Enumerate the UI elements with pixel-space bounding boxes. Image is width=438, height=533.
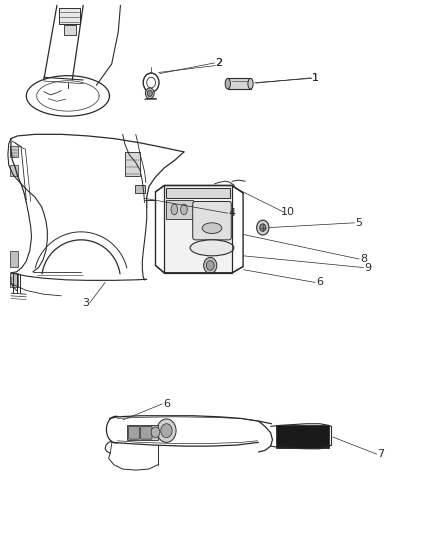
- Circle shape: [206, 261, 214, 270]
- Circle shape: [157, 419, 176, 442]
- FancyBboxPatch shape: [127, 425, 158, 440]
- Text: 2: 2: [215, 58, 223, 68]
- FancyBboxPatch shape: [128, 426, 140, 439]
- Circle shape: [147, 90, 152, 96]
- Text: 1: 1: [312, 73, 319, 83]
- Ellipse shape: [202, 223, 222, 233]
- Circle shape: [257, 220, 269, 235]
- Text: 3: 3: [82, 298, 89, 308]
- Text: 2: 2: [215, 58, 223, 68]
- Text: 1: 1: [312, 73, 319, 83]
- FancyBboxPatch shape: [228, 78, 251, 89]
- FancyBboxPatch shape: [59, 8, 80, 24]
- FancyBboxPatch shape: [10, 165, 18, 176]
- FancyBboxPatch shape: [10, 146, 18, 157]
- FancyBboxPatch shape: [164, 185, 232, 273]
- FancyBboxPatch shape: [64, 25, 76, 35]
- FancyBboxPatch shape: [141, 426, 152, 439]
- Ellipse shape: [248, 78, 253, 89]
- Circle shape: [151, 427, 160, 438]
- FancyBboxPatch shape: [166, 188, 230, 198]
- Text: 9: 9: [364, 263, 371, 272]
- Text: 10: 10: [281, 207, 295, 217]
- Circle shape: [204, 257, 217, 273]
- FancyBboxPatch shape: [276, 425, 329, 448]
- Text: 6: 6: [316, 278, 323, 287]
- FancyBboxPatch shape: [10, 251, 18, 266]
- FancyBboxPatch shape: [166, 200, 193, 219]
- Ellipse shape: [171, 204, 178, 215]
- Text: 6: 6: [163, 399, 170, 409]
- Circle shape: [260, 224, 266, 231]
- Circle shape: [145, 88, 154, 99]
- Ellipse shape: [190, 240, 234, 256]
- Text: 4: 4: [229, 208, 236, 218]
- Circle shape: [161, 424, 172, 438]
- FancyBboxPatch shape: [10, 273, 18, 287]
- Text: 7: 7: [378, 449, 385, 459]
- FancyBboxPatch shape: [125, 152, 140, 176]
- Ellipse shape: [180, 204, 187, 215]
- FancyBboxPatch shape: [135, 185, 145, 193]
- Text: 5: 5: [356, 218, 363, 228]
- FancyBboxPatch shape: [193, 201, 231, 240]
- Ellipse shape: [225, 78, 230, 89]
- Text: 8: 8: [360, 254, 367, 264]
